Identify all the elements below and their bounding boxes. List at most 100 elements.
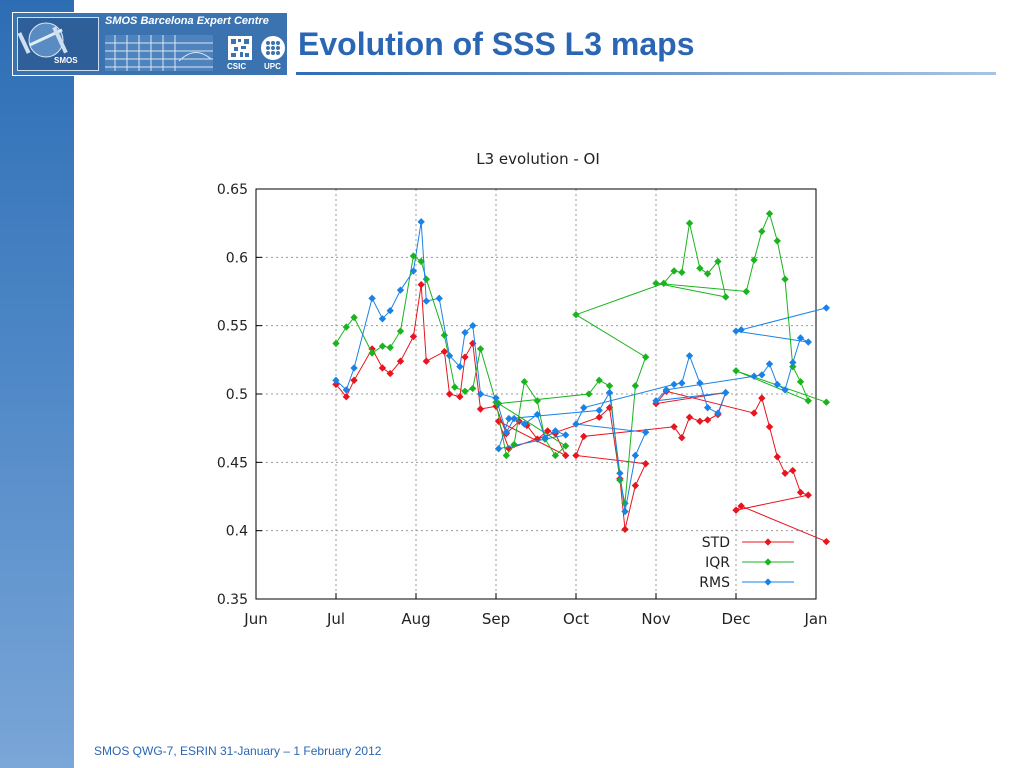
data-point-iqr: [595, 376, 603, 385]
chart-grid: [256, 189, 816, 599]
data-point-rms: [616, 469, 624, 477]
data-point-rms: [445, 352, 454, 360]
data-point-iqr: [765, 209, 774, 218]
y-tick-label: 0.5: [226, 387, 248, 403]
title-underline: [296, 72, 996, 75]
data-point-rms: [562, 431, 570, 439]
x-tick-label: Jan: [803, 610, 827, 628]
data-point-std: [417, 280, 425, 289]
data-point-iqr: [605, 382, 614, 390]
upc-logo: UPC: [259, 35, 287, 73]
data-point-std: [781, 469, 789, 477]
data-point-iqr: [378, 342, 387, 350]
data-point-std: [476, 405, 485, 413]
series-line-iqr: [335, 212, 827, 504]
data-point-iqr: [332, 339, 340, 348]
data-point-rms: [670, 380, 678, 389]
y-tick-label: 0.4: [226, 524, 248, 540]
data-point-iqr: [642, 353, 650, 361]
data-point-std: [572, 451, 580, 460]
data-point-std: [642, 460, 650, 468]
data-point-iqr: [616, 476, 624, 484]
data-point-rms: [662, 386, 670, 394]
csic-logo: CSIC: [225, 35, 255, 73]
data-point-rms: [696, 379, 704, 387]
data-point-std: [562, 451, 570, 460]
legend-label: STD: [702, 535, 730, 551]
x-tick-label: Jul: [326, 610, 345, 628]
series-line-std: [335, 284, 827, 543]
data-point-rms: [417, 218, 425, 226]
data-point-rms: [750, 372, 758, 380]
data-point-std: [678, 434, 686, 442]
data-point-iqr: [520, 378, 529, 386]
y-tick-label: 0.65: [217, 182, 248, 198]
data-point-std: [631, 481, 640, 490]
data-point-iqr: [796, 378, 805, 386]
data-point-rms: [435, 294, 443, 303]
data-point-rms: [350, 364, 358, 372]
data-point-rms: [642, 428, 650, 436]
data-point-iqr: [781, 275, 789, 283]
data-point-rms: [621, 507, 629, 516]
data-point-std: [685, 413, 694, 421]
y-tick-label: 0.35: [217, 592, 248, 608]
data-point-iqr: [386, 343, 394, 352]
data-point-rms: [494, 444, 503, 453]
data-point-iqr: [422, 275, 430, 283]
data-point-std: [796, 488, 805, 497]
data-point-std: [822, 537, 830, 546]
data-point-iqr: [652, 279, 660, 287]
legend-label: IQR: [705, 555, 730, 571]
data-point-iqr: [742, 287, 750, 296]
data-point-rms: [685, 352, 694, 360]
x-tick-label: Nov: [641, 610, 670, 628]
data-point-iqr: [732, 367, 740, 375]
data-point-iqr: [585, 390, 593, 398]
data-point-std: [422, 357, 430, 365]
data-point-rms: [510, 414, 518, 423]
smos-logo: SMOS: [17, 17, 99, 71]
data-point-std: [445, 390, 454, 398]
data-point-iqr: [631, 382, 640, 390]
data-point-rms: [732, 327, 740, 335]
data-point-std: [378, 364, 387, 372]
data-point-iqr: [368, 349, 376, 357]
data-point-iqr: [440, 331, 449, 339]
data-point-rms: [520, 420, 529, 428]
data-point-rms: [422, 297, 431, 305]
slide-title: Evolution of SSS L3 maps: [298, 26, 695, 62]
data-point-iqr: [758, 227, 766, 236]
data-point-iqr: [469, 384, 477, 393]
series-group: [332, 209, 830, 546]
data-point-std: [461, 353, 469, 361]
data-point-std: [732, 506, 740, 514]
data-point-rms: [541, 434, 549, 442]
data-point-iqr: [533, 397, 541, 405]
data-point-iqr: [451, 383, 459, 391]
data-point-rms: [758, 371, 766, 379]
data-point-iqr: [670, 267, 678, 275]
data-point-rms: [765, 360, 774, 368]
building-graphic: [105, 35, 213, 71]
data-point-std: [703, 416, 712, 424]
data-point-std: [773, 453, 781, 461]
y-tick-label: 0.55: [217, 319, 248, 335]
legend-marker: [764, 538, 772, 546]
data-point-std: [670, 423, 678, 431]
data-point-rms: [605, 388, 614, 397]
data-point-iqr: [502, 451, 510, 460]
data-point-rms: [551, 427, 560, 435]
legend-marker: [764, 558, 772, 566]
x-tick-label: Oct: [563, 610, 589, 628]
header-banner: SMOS SMOS Barcelona Expert Centre CSIC: [12, 12, 288, 76]
footer-text: SMOS QWG-7, ESRIN 31-January – 1 Februar…: [94, 744, 382, 758]
line-chart: L3 evolution - OI 0.350.40.450.50.550.60…: [217, 150, 830, 628]
y-axis: 0.35 0.4 0.45 0.5 0.55 0.6 0.65: [217, 182, 262, 608]
data-point-std: [580, 432, 588, 441]
data-point-rms: [721, 388, 730, 397]
data-point-std: [696, 417, 704, 425]
data-point-rms: [461, 328, 469, 337]
data-point-std: [350, 376, 358, 384]
data-point-iqr: [804, 397, 812, 405]
